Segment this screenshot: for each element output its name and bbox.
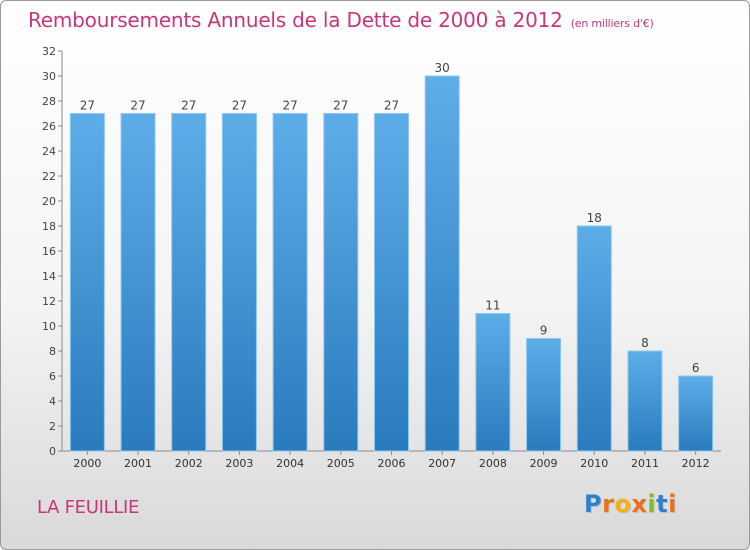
bar [526, 338, 562, 452]
bar [323, 113, 359, 452]
y-tick-label: 16 [42, 245, 56, 258]
bar [424, 75, 460, 452]
bar [272, 113, 308, 452]
bar [374, 113, 409, 452]
y-tick-label: 28 [42, 95, 56, 108]
bar-value-label: 18 [587, 211, 602, 225]
y-tick-label: 4 [49, 395, 56, 408]
x-tick-label: 2005 [327, 457, 355, 470]
y-tick-label: 8 [49, 345, 56, 358]
commune-name: LA FEUILLIE [37, 497, 140, 518]
value-labels: 27 27 27 27 27 27 27 30 11 9 18 8 6 [80, 61, 700, 375]
bar-value-label: 27 [130, 99, 145, 113]
bar-value-label: 27 [80, 99, 95, 113]
bar-value-label: 27 [232, 99, 247, 113]
bar-value-label: 27 [282, 99, 297, 113]
bar-value-label: 11 [485, 299, 500, 313]
y-tick-label: 0 [49, 445, 56, 458]
chart-title: Remboursements Annuels de la Dette de 20… [28, 8, 654, 32]
bar [475, 313, 511, 452]
bars [69, 75, 714, 452]
unit-label: (en milliers d'€) [570, 17, 654, 30]
bar-value-label: 9 [540, 324, 548, 338]
x-tick-label: 2004 [276, 457, 304, 470]
y-tick-label: 22 [42, 170, 56, 183]
y-tick-label: 24 [42, 145, 56, 158]
bar-value-label: 8 [641, 336, 649, 350]
x-tick-label: 2001 [124, 457, 152, 470]
x-tick-label: 2011 [631, 457, 659, 470]
bar-value-label: 27 [333, 99, 348, 113]
x-tick-label: 2000 [73, 457, 101, 470]
y-tick-label: 6 [49, 370, 56, 383]
y-tick-label: 2 [49, 420, 56, 433]
bar [171, 113, 207, 452]
y-tick-label: 32 [42, 45, 56, 58]
x-tick-label: 2010 [580, 457, 608, 470]
title-text: Remboursements Annuels de la Dette de 20… [28, 8, 563, 32]
x-tick-label: 2009 [530, 457, 558, 470]
bar [69, 113, 105, 452]
y-tick-label: 10 [42, 320, 56, 333]
y-tick-label: 30 [42, 70, 56, 83]
bar [221, 113, 257, 452]
x-tick-label: 2003 [225, 457, 253, 470]
proxiti-logo: Proxiti [584, 490, 677, 518]
x-tick-label: 2006 [378, 457, 406, 470]
bar [678, 375, 714, 452]
bar [120, 113, 156, 452]
x-tick-label: 2012 [682, 457, 710, 470]
bar [627, 350, 663, 452]
y-tick-label: 12 [42, 295, 56, 308]
x-tick-label: 2002 [175, 457, 203, 470]
bar-value-label: 27 [384, 99, 399, 113]
bar-value-label: 6 [692, 361, 700, 375]
y-tick-label: 26 [42, 120, 56, 133]
y-tick-label: 14 [42, 270, 56, 283]
bar [576, 225, 612, 452]
y-tick-label: 20 [42, 195, 56, 208]
x-tick-label: 2008 [479, 457, 507, 470]
y-tick-label: 18 [42, 220, 56, 233]
bar-value-label: 30 [435, 61, 450, 75]
x-tick-label: 2007 [428, 457, 456, 470]
bar-value-label: 27 [181, 99, 196, 113]
